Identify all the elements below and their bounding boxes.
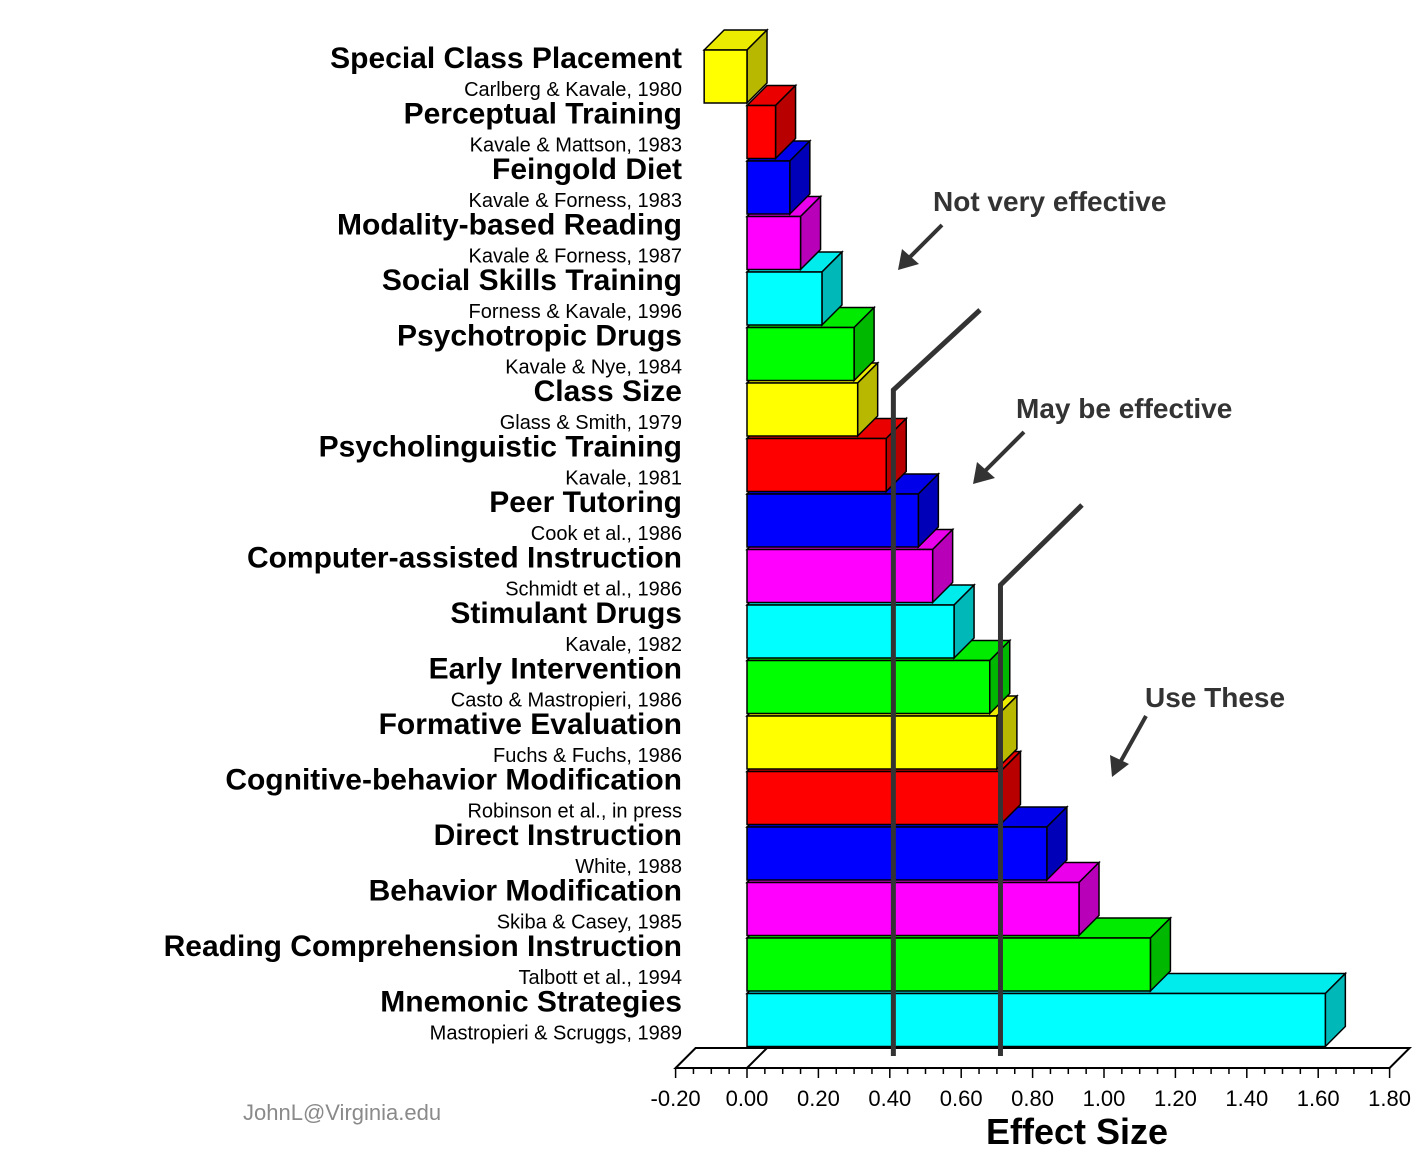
bar-source-label: Kavale & Mattson, 1983 — [470, 135, 682, 157]
bar-source-label: Kavale & Forness, 1983 — [469, 190, 682, 212]
bar-source-label: Kavale, 1981 — [565, 468, 682, 490]
bar-source-label: Talbott et al., 1994 — [519, 967, 682, 989]
bar-front-face — [746, 215, 802, 271]
bar-label: Mnemonic Strategies — [380, 986, 682, 1019]
annotation-use-these: Use These — [1110, 682, 1285, 777]
annotation-arrow — [978, 430, 1026, 478]
axis-zero-line — [746, 1047, 768, 1069]
bar-label: Direct Instruction — [434, 819, 682, 852]
annotation-arrowhead — [973, 462, 995, 484]
bar-source-label: Forness & Kavale, 1996 — [469, 301, 682, 323]
threshold-lines — [890, 308, 1084, 1056]
bar-label: Peer Tutoring — [489, 486, 682, 519]
bar-source-label: Glass & Smith, 1979 — [500, 412, 682, 434]
bar-source-label: Schmidt et al., 1986 — [505, 579, 682, 601]
bar-source-label: Skiba & Casey, 1985 — [497, 912, 682, 934]
bar-label: Special Class Placement — [330, 42, 682, 75]
bar-source-label: Cook et al., 1986 — [531, 523, 682, 545]
annotation-may-be-effective-text: May be effective — [1016, 393, 1232, 424]
bars-layer — [702, 28, 1348, 1049]
bar-label: Perceptual Training — [404, 98, 682, 131]
bar-front-face — [746, 992, 1327, 1048]
bar-front-face — [746, 493, 920, 548]
bar-front-face — [746, 937, 1152, 992]
bar-front-face — [746, 715, 998, 770]
bar-label: Stimulant Drugs — [450, 597, 682, 630]
bar — [702, 28, 769, 105]
bar-front-face — [746, 604, 955, 659]
x-tick-label: -0.20 — [651, 1086, 701, 1111]
bar-label: Feingold Diet — [492, 153, 682, 186]
annotation-arrowhead — [1110, 755, 1129, 777]
bar-source-label: White, 1988 — [575, 856, 682, 878]
annotation-arrow — [1115, 715, 1148, 769]
x-tick-label: 0.20 — [797, 1086, 840, 1111]
bar-label: Behavior Modification — [369, 875, 682, 908]
bar-front-face — [746, 770, 1002, 826]
labels-layer: Special Class Placement Carlberg & Kavale… — [164, 42, 682, 1045]
x-axis: -0.20 0.00 0.20 0.40 0.60 0.80 1.00 1.20 1.40 1.6… — [651, 1047, 1413, 1111]
bar-front-face — [746, 881, 1080, 937]
bar-front-face — [746, 271, 823, 326]
x-tick-label: 0.00 — [726, 1086, 769, 1111]
bar-source-label: Kavale, 1982 — [565, 634, 682, 656]
annotation-not-very-effective: Not very effective — [898, 186, 1166, 270]
bar-source-label: Fuchs & Fuchs, 1986 — [493, 745, 682, 767]
x-tick-label: 1.80 — [1368, 1086, 1411, 1111]
bar-label: Early Intervention — [429, 653, 682, 686]
x-tick-label: 1.40 — [1225, 1086, 1268, 1111]
bar-front-face — [703, 49, 748, 104]
annotation-may-be-effective: May be effective — [973, 393, 1232, 484]
bar-label: Psycholinguistic Training — [319, 431, 682, 464]
bar-front-face — [746, 104, 777, 160]
annotation-not-very-effective-text: Not very effective — [933, 186, 1166, 217]
credit-text: JohnL@Virginia.edu — [243, 1100, 441, 1125]
axis-platform — [673, 1047, 1413, 1069]
x-tick-label: 0.60 — [940, 1086, 983, 1111]
bar-source-label: Robinson et al., in press — [467, 801, 682, 823]
bar-label: Social Skills Training — [382, 264, 682, 297]
bar-label: Computer-assisted Instruction — [247, 542, 682, 575]
bar — [745, 83, 798, 161]
bar-front-face — [746, 382, 859, 437]
x-tick-label: 0.40 — [868, 1086, 911, 1111]
bar-source-label: Casto & Mastropieri, 1986 — [451, 690, 682, 712]
bar-front-face — [746, 160, 791, 215]
bar-label: Modality-based Reading — [337, 209, 682, 242]
bar-source-label: Mastropieri & Scruggs, 1989 — [430, 1023, 682, 1045]
bar-label: Class Size — [534, 375, 682, 408]
bar-source-label: Kavale & Nye, 1984 — [505, 357, 682, 379]
bar-front-face — [746, 659, 991, 715]
bar-front-face — [746, 826, 1048, 881]
bar-source-label: Kavale & Forness, 1987 — [469, 246, 682, 268]
bar-label: Psychotropic Drugs — [397, 320, 682, 353]
x-tick-label: 1.20 — [1154, 1086, 1197, 1111]
threshold-line — [997, 503, 1084, 1056]
x-axis-label: Effect Size — [986, 1111, 1168, 1150]
x-tick-label: 1.60 — [1297, 1086, 1340, 1111]
bar-source-label: Carlberg & Kavale, 1980 — [464, 79, 682, 101]
bar-front-face — [746, 548, 934, 604]
bar-label: Cognitive-behavior Modification — [225, 764, 682, 797]
bar-front-face — [746, 326, 855, 382]
threshold-line — [890, 308, 982, 1056]
annotation-arrowhead — [898, 249, 919, 270]
annotation-use-these-text: Use These — [1145, 682, 1285, 713]
bar-label: Formative Evaluation — [379, 708, 682, 741]
bar-front-face — [746, 437, 887, 493]
bar-label: Reading Comprehension Instruction — [164, 930, 682, 963]
x-tick-label: 0.80 — [1011, 1086, 1054, 1111]
x-tick-label: 1.00 — [1083, 1086, 1126, 1111]
bar — [745, 194, 823, 272]
